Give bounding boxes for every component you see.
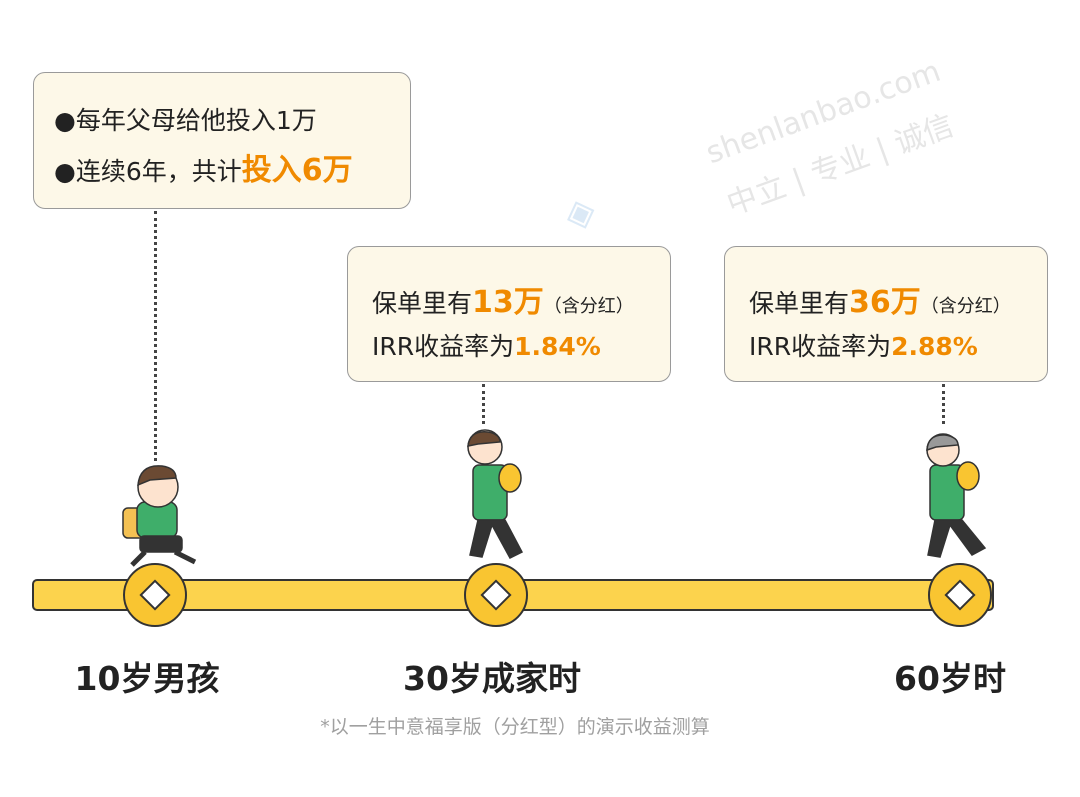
irr-value: 1.84% [514, 332, 601, 361]
investment-total: 投入6万 [241, 153, 353, 188]
policy-amount: 36万 [849, 285, 921, 320]
footnote: *以一生中意福享版（分红型）的演示收益测算 [320, 716, 710, 738]
milestone-label-30: 30岁成家时 [403, 659, 581, 698]
schoolboy-figure [122, 465, 197, 567]
connector-line [482, 384, 485, 424]
irr-prefix: IRR收益率为 [372, 332, 515, 361]
investment-line-1: ●每年父母给他投入1万 [54, 106, 317, 135]
callout-investment: ●每年父母给他投入1万 ●连续6年，共计投入6万 [33, 72, 411, 209]
elder-figure [926, 433, 987, 558]
callout-age-30: 保单里有13万（含分红） IRR收益率为1.84% [347, 246, 671, 382]
irr-line: IRR收益率为1.84% [372, 327, 601, 363]
policy-value-line: 保单里有36万（含分红） [749, 277, 1011, 321]
man-figure [467, 429, 524, 559]
connector-line [154, 211, 157, 461]
irr-line: IRR收益率为2.88% [749, 327, 978, 363]
coin-icon [928, 563, 992, 627]
investment-prefix: ●连续6年，共计 [54, 157, 242, 186]
connector-line [942, 384, 945, 424]
coin-icon [464, 563, 528, 627]
milestone-label-10: 10岁男孩 [74, 659, 220, 698]
irr-value: 2.88% [891, 332, 978, 361]
milestone-label-60: 60岁时 [894, 659, 1006, 698]
callout-age-60: 保单里有36万（含分红） IRR收益率为2.88% [724, 246, 1048, 382]
policy-prefix: 保单里有 [749, 289, 850, 318]
policy-value-line: 保单里有13万（含分红） [372, 277, 634, 321]
policy-prefix: 保单里有 [372, 289, 473, 318]
policy-amount: 13万 [472, 285, 544, 320]
investment-line-2: ●连续6年，共计投入6万 [54, 145, 353, 189]
policy-note: （含分红） [543, 296, 634, 317]
irr-prefix: IRR收益率为 [749, 332, 892, 361]
coin-icon [123, 563, 187, 627]
policy-note: （含分红） [920, 296, 1011, 317]
